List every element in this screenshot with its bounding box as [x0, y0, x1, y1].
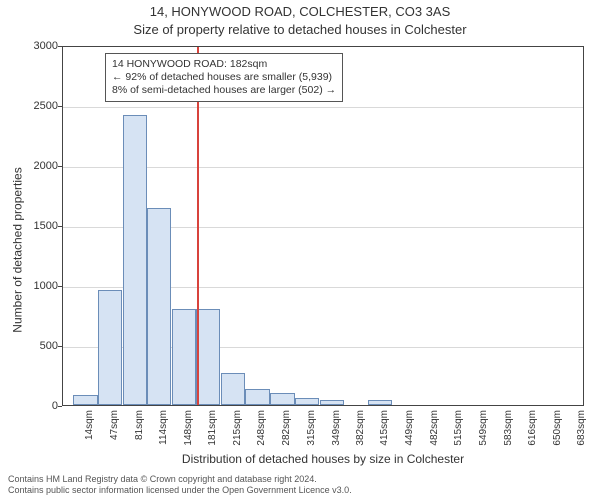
- histogram-bar: [98, 290, 122, 405]
- x-tick-label: 148sqm: [183, 410, 194, 446]
- x-tick-label: 382sqm: [355, 410, 366, 446]
- y-tick-label: 500: [30, 340, 58, 352]
- x-tick-label: 47sqm: [109, 410, 120, 440]
- property-annotation-box: 14 HONYWOOD ROAD: 182sqm ← 92% of detach…: [105, 53, 343, 102]
- x-tick-label: 650sqm: [552, 410, 563, 446]
- x-tick-label: 449sqm: [404, 410, 415, 446]
- x-axis-tick-labels: 14sqm 47sqm 81sqm 114sqm 148sqm 181sqm 215sqm 2…: [62, 408, 584, 452]
- annotation-line2: ← 92% of detached houses are smaller (5,…: [112, 71, 336, 84]
- chart-plot-area: 14 HONYWOOD ROAD: 182sqm ← 92% of detach…: [62, 46, 584, 406]
- histogram-bar: [320, 400, 344, 405]
- y-tick-mark: [58, 406, 62, 407]
- x-tick-label: 114sqm: [158, 410, 169, 445]
- x-tick-label: 415sqm: [379, 410, 390, 446]
- x-tick-label: 315sqm: [306, 410, 317, 446]
- x-axis-label: Distribution of detached houses by size …: [62, 452, 584, 466]
- histogram-bar: [123, 115, 147, 405]
- x-tick-label: 215sqm: [232, 410, 243, 446]
- x-tick-label: 81sqm: [134, 410, 145, 440]
- chart-title-line2: Size of property relative to detached ho…: [0, 22, 600, 37]
- x-tick-label: 515sqm: [453, 410, 464, 446]
- histogram-bar: [295, 398, 319, 405]
- footer-attribution: Contains HM Land Registry data © Crown c…: [8, 474, 352, 496]
- histogram-bar: [270, 393, 294, 405]
- histogram-bar: [73, 395, 97, 405]
- histogram-bar: [147, 208, 171, 405]
- histogram-bar: [221, 373, 245, 405]
- x-tick-label: 248sqm: [256, 410, 267, 446]
- x-tick-label: 583sqm: [503, 410, 514, 446]
- x-tick-label: 14sqm: [84, 410, 95, 440]
- y-tick-label: 2500: [30, 100, 58, 112]
- y-tick-label: 1500: [30, 220, 58, 232]
- annotation-line3: 8% of semi-detached houses are larger (5…: [112, 84, 336, 97]
- histogram-bar: [368, 400, 392, 405]
- x-tick-label: 549sqm: [478, 410, 489, 446]
- x-tick-label: 349sqm: [331, 410, 342, 446]
- histogram-bar: [172, 309, 196, 405]
- y-tick-label: 1000: [30, 280, 58, 292]
- y-tick-label: 0: [30, 400, 58, 412]
- y-axis-label: Number of detached properties: [8, 0, 28, 500]
- histogram-bar: [196, 309, 220, 405]
- y-tick-label: 3000: [30, 40, 58, 52]
- x-tick-label: 616sqm: [527, 410, 538, 446]
- y-tick-label: 2000: [30, 160, 58, 172]
- histogram-bar: [245, 389, 269, 405]
- x-tick-label: 482sqm: [429, 410, 440, 446]
- chart-title-line1: 14, HONYWOOD ROAD, COLCHESTER, CO3 3AS: [0, 4, 600, 19]
- x-tick-label: 683sqm: [576, 410, 587, 446]
- annotation-line1: 14 HONYWOOD ROAD: 182sqm: [112, 58, 336, 71]
- x-tick-label: 181sqm: [207, 410, 218, 446]
- x-tick-label: 282sqm: [281, 410, 292, 446]
